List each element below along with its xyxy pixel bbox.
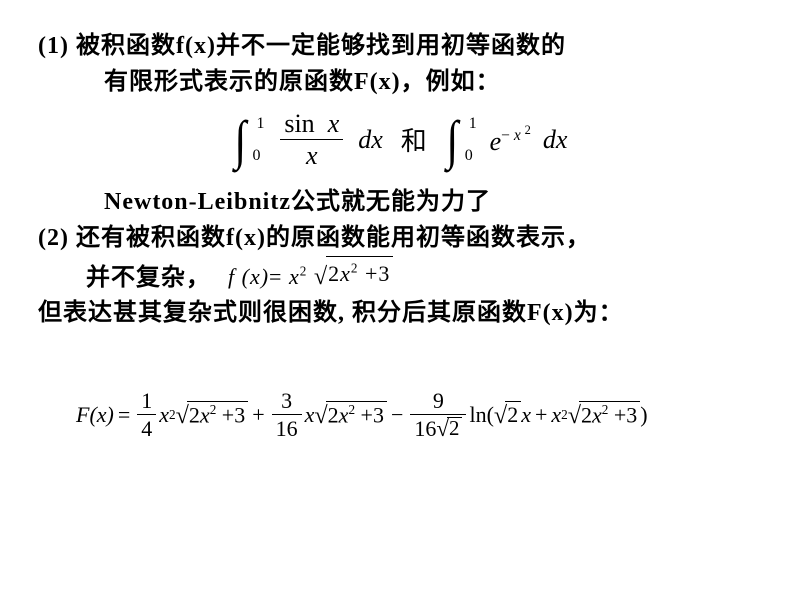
integral-1-denominator: x — [302, 142, 322, 169]
overlapping-text-line: 但表达甚其复杂式则很困数, 积分后其原函数F(x)为： — [38, 295, 762, 331]
integral-1-upper: 1 — [257, 115, 265, 133]
integral-1-dx: dx — [358, 125, 383, 155]
not-complex-text: 并不复杂， — [86, 264, 211, 290]
frac-3-16: 316 — [272, 389, 302, 440]
integral-2: ∫ 1 0 — [445, 113, 460, 167]
newton-leibnitz-line: Newton-Leibnitz公式就无能为力了 — [38, 184, 762, 220]
integral-1-lower: 0 — [253, 147, 261, 165]
integral-sign-2: ∫ — [446, 113, 458, 167]
document-page: (1) 被积函数f(x)并不一定能够找到用初等函数的 有限形式表示的原函数F(x… — [0, 0, 800, 461]
e-base: e — [490, 127, 502, 156]
paragraph-2-line-2: 并不复杂， f (x)= x2 √2x2 +3 — [38, 256, 762, 296]
integrand-2: e− x 2 — [490, 123, 531, 157]
integral-2-lower: 0 — [465, 147, 473, 165]
integral-1: ∫ 1 0 — [233, 113, 248, 167]
integral-2-dx: dx — [543, 125, 568, 155]
f-of-x-expression: f (x)= x2 √2x2 +3 — [228, 264, 393, 289]
frac-9-16root2: 9 16√2 — [410, 389, 466, 440]
paragraph-1-line-2: 有限形式表示的原函数F(x)，例如： — [38, 64, 762, 100]
frac-1-4: 14 — [137, 389, 156, 440]
sin-text: sin — [284, 109, 314, 138]
paragraph-1-line-1: (1) 被积函数f(x)并不一定能够找到用初等函数的 — [38, 28, 762, 64]
paragraph-2-line-1: (2) 还有被积函数f(x)的原函数能用初等函数表示， — [38, 220, 762, 256]
integral-2-upper: 1 — [469, 115, 477, 133]
integrals-row: ∫ 1 0 sin x x dx 和 ∫ 1 0 e− x 2 dx — [38, 110, 762, 170]
integral-sign-1: ∫ — [234, 113, 246, 167]
sin-arg: x — [328, 109, 340, 138]
antiderivative-expression: F(x)= 14 x2 √2x2 +3 + 316 x √2x2 +3 − 9 … — [38, 389, 762, 440]
and-word: 和 — [401, 121, 427, 158]
integral-1-fraction: sin x x — [280, 110, 343, 170]
